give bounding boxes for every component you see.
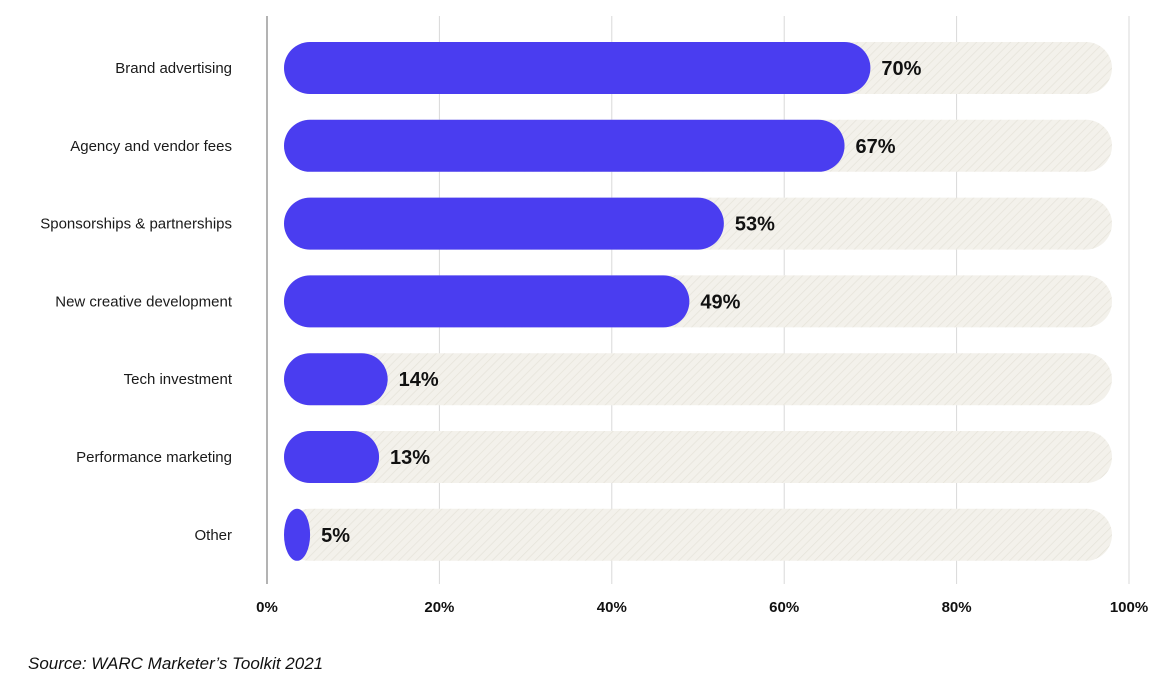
category-label: Tech investment [124, 371, 233, 388]
bar-chart: 70% 67% 53% 49% 14% 13% 5% Brand advertising Ag… [40, 16, 1148, 616]
data-label: 5% [321, 525, 350, 547]
bar-track [284, 431, 1112, 483]
bar [284, 197, 724, 250]
x-tick-label: 40% [597, 599, 627, 616]
bar-track [284, 508, 1112, 561]
x-tick-label: 80% [942, 599, 972, 616]
category-label: Performance marketing [76, 449, 232, 466]
data-label: 49% [700, 291, 740, 313]
x-tick-label: 100% [1110, 599, 1148, 616]
category-labels: Brand advertising Agency and vendor fees S… [40, 60, 233, 544]
category-label: Agency and vendor fees [70, 138, 232, 155]
source-note: Source: WARC Marketer’s Toolkit 2021 [28, 654, 324, 673]
category-label: Brand advertising [115, 60, 232, 77]
bar [284, 431, 380, 483]
category-label: New creative development [55, 293, 233, 310]
data-label: 53% [735, 214, 775, 236]
x-tick-label: 60% [769, 599, 799, 616]
x-tick-label: 0% [256, 599, 278, 616]
bar [284, 42, 871, 94]
bar [284, 508, 311, 561]
x-tick-label: 20% [424, 599, 454, 616]
x-axis-ticks: 0% 20% 40% 60% 80% 100% [256, 599, 1148, 616]
data-label: 70% [881, 58, 921, 80]
bar [284, 119, 845, 172]
value-labels: 70% 67% 53% 49% 14% 13% 5% [321, 58, 922, 547]
bar [284, 353, 388, 406]
bar-track [284, 353, 1112, 406]
data-label: 67% [856, 136, 896, 158]
category-label: Sponsorships & partnerships [40, 216, 232, 233]
bar [284, 275, 690, 328]
category-label: Other [194, 527, 232, 544]
data-label: 14% [399, 369, 439, 391]
data-label: 13% [390, 447, 430, 469]
bars [284, 42, 871, 561]
